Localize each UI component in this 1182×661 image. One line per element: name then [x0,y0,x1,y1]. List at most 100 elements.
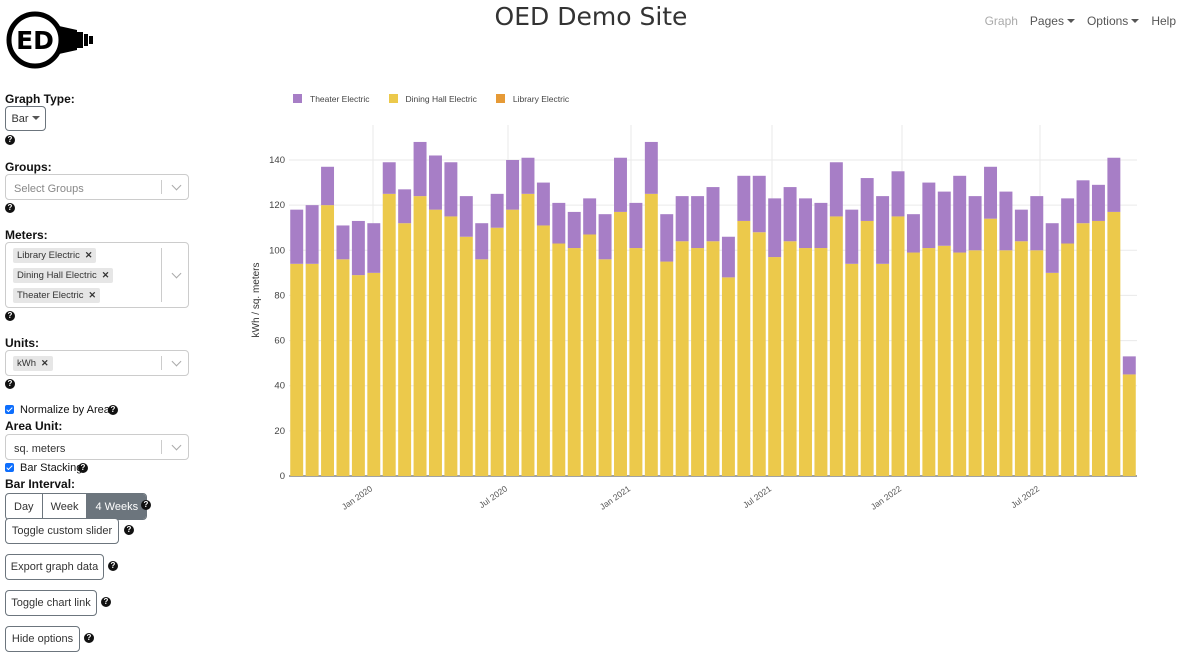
legend-item[interactable]: Dining Hall Electric [388,94,477,104]
bar-segment [506,209,520,476]
nav-graph[interactable]: Graph [984,14,1018,28]
chevron-down-icon [29,113,40,125]
bar-interval-label: Bar Interval: [5,477,76,491]
chevron-down-icon[interactable] [171,180,182,191]
toggle-chart-link-button[interactable]: Toggle chart link [5,590,97,616]
bar-segment [552,202,566,244]
bar-segment [937,191,951,246]
legend-swatch [293,94,302,103]
bar-segment [321,205,335,476]
bar-segment [860,220,874,476]
bar-segment [459,236,473,476]
groups-select[interactable]: Select Groups [5,174,189,200]
bar-segment [506,160,520,210]
x-tick-label: Jul 2022 [1009,483,1041,510]
bar-segment [1107,211,1121,476]
hide-options-button[interactable]: Hide options [5,626,80,652]
help-icon[interactable]: ? [5,135,15,145]
y-tick-label: 80 [274,290,285,301]
help-icon[interactable]: ? [108,405,118,415]
bar-segment [367,272,381,476]
bar-segment [444,216,458,476]
nav-options-dropdown[interactable]: Options [1087,14,1139,28]
export-graph-data-button[interactable]: Export graph data [5,554,104,580]
bar-segment [398,189,412,224]
bar-segment [752,175,766,233]
remove-icon[interactable]: ✕ [101,270,110,280]
normalize-checkbox[interactable] [5,405,14,414]
bar-segment [922,248,936,476]
logo-text: ED [16,26,54,55]
area-unit-select[interactable]: sq. meters [5,434,189,460]
legend-item[interactable]: Library Electric [495,94,569,104]
meters-label: Meters: [5,228,48,242]
remove-icon[interactable]: ✕ [84,250,93,260]
bar-segment [737,220,751,476]
nav-help[interactable]: Help [1151,14,1176,28]
chevron-down-icon[interactable] [171,440,182,451]
bar-segment [290,263,304,476]
help-icon[interactable]: ? [5,203,15,213]
bar-segment [814,248,828,476]
legend-item[interactable]: Theater Electric [293,94,370,104]
bar-segment [305,205,319,264]
help-icon[interactable]: ? [78,463,88,473]
help-icon[interactable]: ? [141,500,151,510]
x-tick-label: Jan 2020 [340,483,375,511]
bar-segment [876,196,890,264]
bar-stacking-checkbox[interactable] [5,463,14,472]
bar-segment [382,162,396,194]
chevron-down-icon[interactable] [171,356,182,367]
interval-4weeks-button[interactable]: 4 Weeks [87,494,147,519]
area-unit-value: sq. meters [14,443,66,455]
y-tick-label: 60 [274,336,285,347]
help-icon[interactable]: ? [124,525,134,535]
bar-segment [922,182,936,249]
interval-day-button[interactable]: Day [6,494,43,519]
help-icon[interactable]: ? [101,597,111,607]
bar-segment [1014,209,1028,242]
bar-segment [845,263,859,476]
bar-chart[interactable]: 0 20 40 60 80 100 120 140 Jan 2020 Jul 2020 Jan 20… [240,85,1140,525]
help-icon[interactable]: ? [5,311,15,321]
bar-stacking-label: Bar Stacking [20,462,83,474]
bar-segment [891,216,905,476]
legend-label: Dining Hall Electric [405,94,477,104]
bar-segment [321,166,335,206]
bar-segment [721,236,735,278]
meters-select[interactable]: Library Electric ✕ Dining Hall Electric ✕ … [5,242,189,308]
bar-segment [336,225,350,260]
bar-segment [1076,223,1090,476]
bar-segment [336,259,350,476]
bar-segment [521,157,535,194]
bar-segment [614,157,627,212]
remove-icon[interactable]: ✕ [88,290,97,300]
bar-segment [999,191,1013,251]
bar-segment [799,248,812,476]
bar-interval-toggle: Day Week 4 Weeks [5,493,148,520]
remove-icon[interactable]: ✕ [41,358,49,368]
help-icon[interactable]: ? [108,561,118,571]
bar-segment [583,198,597,235]
chevron-down-icon[interactable] [171,268,182,279]
bar-segment [1061,243,1075,476]
bar-segment [1091,184,1105,221]
legend-swatch [495,94,505,103]
interval-week-button[interactable]: Week [43,494,88,519]
x-tick-label: Jan 2022 [869,483,904,511]
bar-segment [768,257,782,476]
chart-legend: Theater Electric Dining Hall Electric Li… [293,94,569,104]
bar-segment [583,234,597,476]
units-select[interactable]: kWh ✕ [5,350,189,376]
nav-pages-dropdown[interactable]: Pages [1030,14,1075,28]
graph-type-dropdown[interactable]: Bar [5,106,46,131]
help-icon[interactable]: ? [5,379,15,389]
bar-segment [845,209,859,264]
bar-segment [1014,241,1028,476]
toggle-custom-slider-button[interactable]: Toggle custom slider [5,518,119,544]
bar-segment [814,202,828,249]
graph-type-value: Bar [11,112,29,125]
bar-segment [614,211,627,476]
help-icon[interactable]: ? [84,633,94,643]
bar-segment [459,196,473,237]
